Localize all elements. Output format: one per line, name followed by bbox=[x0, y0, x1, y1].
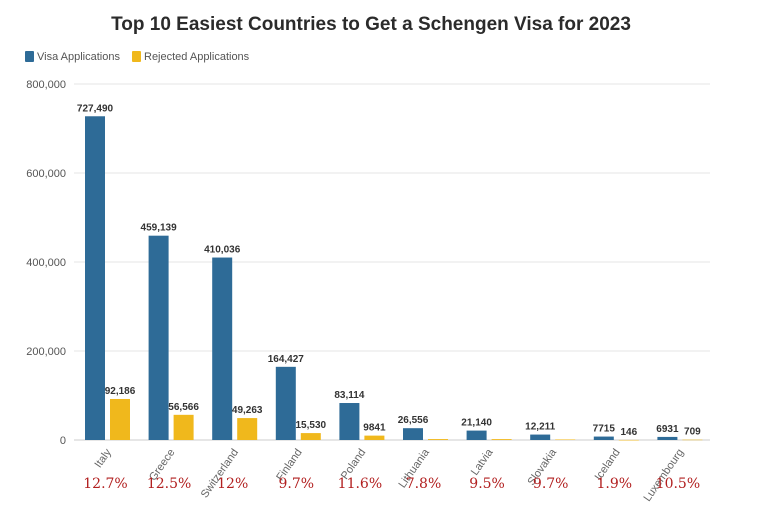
bar-visa-applications bbox=[530, 434, 551, 440]
legend-swatch-rejected bbox=[132, 51, 141, 62]
y-tick-label: 0 bbox=[60, 435, 66, 447]
x-axis: Italy Greece Switzerland Finland Poland Lithu… bbox=[93, 446, 687, 504]
bar-rejected-applications bbox=[237, 418, 258, 440]
data-label: 49,263 bbox=[232, 405, 263, 416]
chart-title: Top 10 Easiest Countries to Get a Scheng… bbox=[111, 14, 631, 35]
bar-rejected-applications bbox=[300, 433, 321, 440]
data-label: 7715 bbox=[593, 424, 616, 435]
data-label: 92,186 bbox=[105, 386, 136, 397]
bar-rejected-applications bbox=[682, 439, 703, 441]
rejection-rate-label: 1.9% bbox=[597, 476, 633, 492]
data-label: 410,036 bbox=[204, 245, 241, 256]
y-tick-label: 800,000 bbox=[26, 79, 66, 91]
bar-visa-applications bbox=[339, 403, 360, 440]
bar-visa-applications bbox=[466, 430, 487, 440]
rejection-rate-annotations: 12.7% 12.5% 12% 9.7% 11.6% 7.8% 9.5% 9.7% 1.9% 10… bbox=[83, 476, 700, 492]
rejection-rate-label: 7.8% bbox=[406, 476, 442, 492]
rejection-rate-label: 12% bbox=[217, 476, 248, 492]
data-label: 709 bbox=[684, 427, 701, 438]
data-label: 21,140 bbox=[461, 418, 492, 429]
data-label: 56,566 bbox=[168, 402, 199, 413]
bar-rejected-applications bbox=[555, 439, 576, 440]
data-label: 83,114 bbox=[334, 390, 364, 401]
bar-rejected-applications bbox=[618, 439, 639, 441]
bar-visa-applications bbox=[212, 257, 233, 440]
rejection-rate-label: 12.7% bbox=[83, 476, 127, 492]
data-label: 12,211 bbox=[525, 422, 555, 433]
x-tick-label: Switzerland bbox=[199, 447, 241, 500]
bar-rejected-applications bbox=[173, 414, 194, 440]
rejection-rate-label: 11.6% bbox=[338, 476, 382, 492]
x-tick-label: Latvia bbox=[469, 446, 496, 478]
bar-visa-applications bbox=[593, 436, 614, 440]
data-label: 146 bbox=[620, 427, 637, 438]
bar-rejected-applications bbox=[491, 439, 512, 440]
legend-label-visa: Visa Applications bbox=[37, 51, 120, 63]
legend-label-rejected: Rejected Applications bbox=[144, 51, 250, 63]
y-tick-label: 200,000 bbox=[26, 346, 66, 358]
bar-visa-applications bbox=[275, 366, 296, 440]
data-label: 15,530 bbox=[296, 420, 327, 431]
y-axis: 0 200,000 400,000 600,000 800,000 bbox=[26, 79, 66, 447]
bar-visa-applications bbox=[657, 436, 678, 440]
data-label: 164,427 bbox=[268, 354, 305, 365]
gridlines bbox=[74, 83, 710, 441]
data-label: 9841 bbox=[363, 423, 386, 434]
rejection-rate-label: 10.5% bbox=[656, 476, 700, 492]
data-labels: 727,490 92,186 459,139 56,566 410,036 49,263 1… bbox=[77, 103, 701, 438]
legend-swatch-visa bbox=[25, 51, 34, 62]
bar-rejected-applications bbox=[428, 439, 448, 440]
bar-visa-applications bbox=[85, 116, 105, 440]
bars bbox=[85, 116, 703, 441]
rejection-rate-label: 9.5% bbox=[469, 476, 505, 492]
y-tick-label: 400,000 bbox=[26, 257, 66, 269]
rejection-rate-label: 9.7% bbox=[279, 476, 315, 492]
data-label: 459,139 bbox=[141, 223, 178, 234]
rejection-rate-label: 9.7% bbox=[533, 476, 569, 492]
data-label: 727,490 bbox=[77, 103, 114, 114]
bar-rejected-applications bbox=[364, 435, 385, 440]
bar-visa-applications bbox=[148, 235, 169, 440]
rejection-rate-label: 12.5% bbox=[147, 476, 191, 492]
legend: Visa Applications Rejected Applications bbox=[25, 51, 250, 63]
data-label: 6931 bbox=[656, 424, 679, 435]
y-tick-label: 600,000 bbox=[26, 168, 66, 180]
x-tick-label: Italy bbox=[93, 446, 115, 470]
data-label: 26,556 bbox=[398, 415, 429, 426]
bar-visa-applications bbox=[403, 428, 423, 440]
bar-rejected-applications bbox=[110, 398, 130, 440]
